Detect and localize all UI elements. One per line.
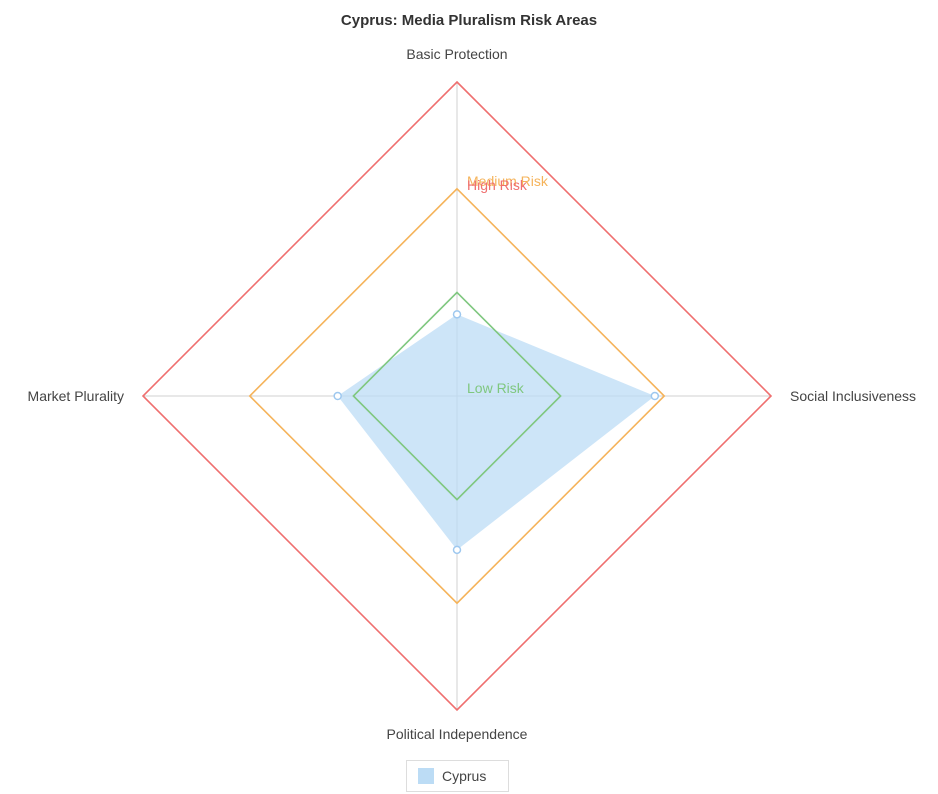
threshold-ring (248, 187, 666, 605)
data-point (650, 391, 660, 401)
threshold-ring (352, 291, 562, 501)
legend-label: Cyprus (442, 768, 487, 784)
threshold-label: High Risk (467, 177, 528, 193)
threshold-ring (141, 80, 773, 712)
threshold-label: Low Risk (467, 380, 525, 396)
threshold-label: Medium Risk (467, 173, 549, 189)
data-point (333, 391, 342, 401)
chart-title: Cyprus: Media Pluralism Risk Areas (340, 12, 598, 29)
legend[interactable]: Cyprus (406, 760, 509, 792)
axis-label: Basic Protection (406, 46, 507, 62)
series-area-cyprus (337, 314, 655, 550)
axis-label: Political Independence (387, 726, 528, 742)
data-point (452, 310, 462, 319)
axis-label: Market Plurality (28, 388, 124, 404)
legend-swatch (418, 768, 434, 784)
axis-label: Social Inclusiveness (790, 388, 916, 404)
data-point (452, 545, 462, 555)
